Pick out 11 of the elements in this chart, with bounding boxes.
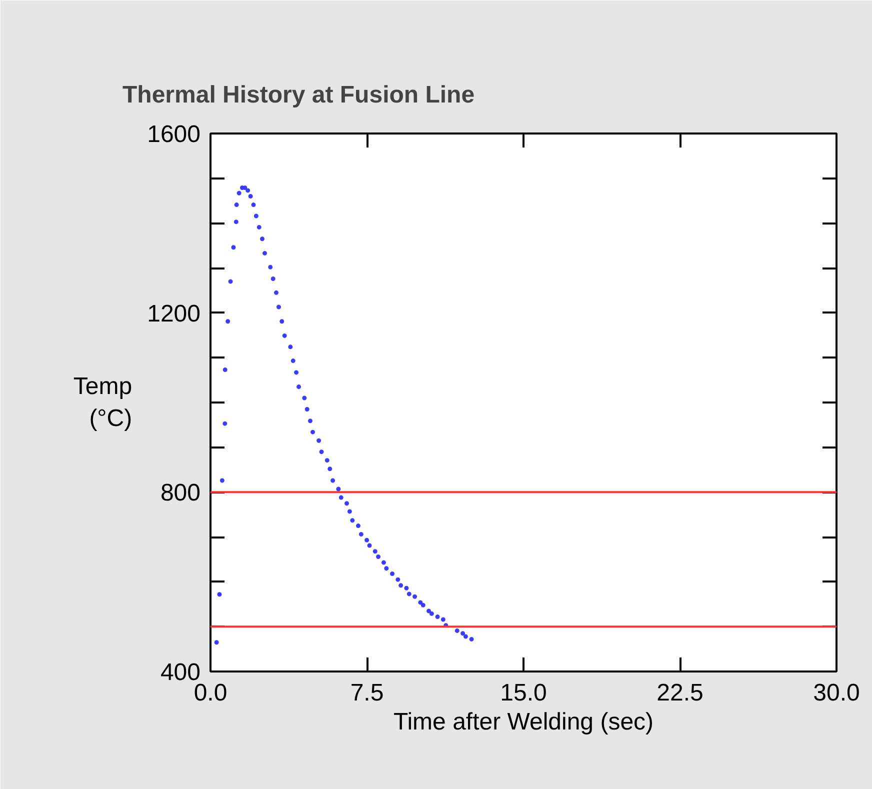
- x-tick-label: 30.0: [813, 680, 860, 706]
- x-tick-label: 7.5: [350, 680, 384, 706]
- y-tick-label: 1200: [147, 300, 200, 328]
- x-axis-title: Time after Welding (sec): [393, 708, 654, 736]
- y-tick-label: 800: [160, 480, 201, 507]
- y-axis-title: Temp (°C): [73, 372, 132, 432]
- x-tick-label: 22.5: [656, 680, 704, 706]
- y-tick-label: 1600: [147, 121, 200, 148]
- x-tick-label: 15.0: [500, 680, 547, 706]
- chart-title: Thermal History at Fusion Line: [122, 82, 475, 108]
- x-tick-label: 0.0: [194, 680, 228, 706]
